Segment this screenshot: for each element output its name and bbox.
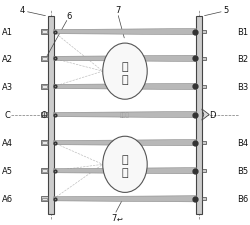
Bar xyxy=(48,17,54,214)
Bar xyxy=(202,197,206,200)
Polygon shape xyxy=(54,168,197,174)
Bar xyxy=(202,58,206,61)
Bar xyxy=(202,31,206,34)
Bar xyxy=(41,141,48,145)
Ellipse shape xyxy=(103,137,147,193)
Text: 4: 4 xyxy=(20,6,25,15)
Text: 渦: 渦 xyxy=(122,61,128,71)
Polygon shape xyxy=(202,109,209,121)
Polygon shape xyxy=(54,29,197,36)
Text: $\hookleftarrow$: $\hookleftarrow$ xyxy=(115,214,124,222)
Text: A5: A5 xyxy=(2,166,13,176)
Text: 渦: 渦 xyxy=(122,154,128,164)
Polygon shape xyxy=(54,140,197,146)
Bar xyxy=(41,169,48,173)
Bar xyxy=(41,57,48,61)
Text: 6: 6 xyxy=(67,11,72,20)
Bar xyxy=(202,86,206,89)
Bar xyxy=(41,85,48,89)
Text: B6: B6 xyxy=(237,194,248,203)
Text: A1: A1 xyxy=(2,28,13,37)
Text: 旋: 旋 xyxy=(122,74,128,84)
Text: B2: B2 xyxy=(237,55,248,64)
Bar xyxy=(196,17,202,214)
Text: 5: 5 xyxy=(224,6,229,15)
Text: A4: A4 xyxy=(2,139,13,147)
Bar xyxy=(202,114,206,117)
Bar xyxy=(42,198,47,200)
Text: B1: B1 xyxy=(237,28,248,37)
Text: A6: A6 xyxy=(2,194,13,203)
Text: 旋: 旋 xyxy=(122,167,128,177)
Bar xyxy=(202,142,206,144)
Polygon shape xyxy=(54,112,197,118)
Text: D: D xyxy=(209,110,216,119)
Ellipse shape xyxy=(42,112,47,118)
Polygon shape xyxy=(54,84,197,90)
Bar xyxy=(41,197,48,201)
Text: 7: 7 xyxy=(115,6,120,15)
Text: 焚燒爐: 焚燒爐 xyxy=(120,112,130,117)
Text: C: C xyxy=(5,110,10,119)
Bar xyxy=(41,113,48,117)
Polygon shape xyxy=(54,56,197,62)
Bar xyxy=(42,58,47,60)
Text: B4: B4 xyxy=(237,139,248,147)
Bar xyxy=(202,169,206,173)
Bar xyxy=(42,86,47,88)
Text: B5: B5 xyxy=(237,166,248,176)
Bar xyxy=(42,31,47,34)
Bar xyxy=(42,170,47,172)
Bar xyxy=(42,114,47,116)
Bar xyxy=(42,142,47,144)
Ellipse shape xyxy=(103,44,147,100)
Polygon shape xyxy=(54,196,197,202)
Bar xyxy=(41,30,48,35)
Text: B3: B3 xyxy=(237,83,248,92)
Text: 7: 7 xyxy=(111,213,116,222)
Text: A3: A3 xyxy=(2,83,13,92)
Text: A2: A2 xyxy=(2,55,13,64)
